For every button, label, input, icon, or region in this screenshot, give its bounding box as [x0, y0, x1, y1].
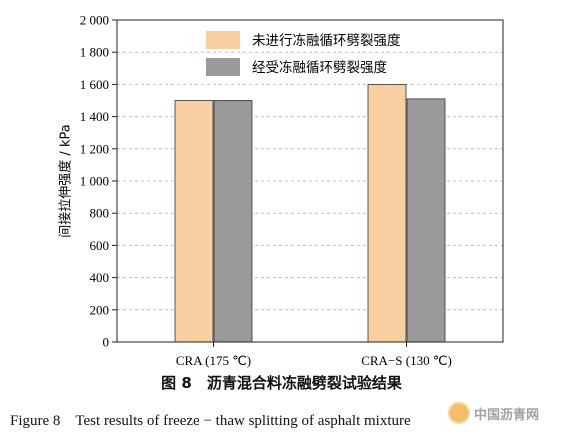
bar: [367, 84, 407, 343]
watermark-logo-icon: [448, 402, 470, 424]
y-tick-label: 2 000: [80, 13, 109, 28]
watermark: 中国沥青网: [448, 401, 560, 425]
y-tick-label: 0: [103, 335, 110, 350]
watermark-text: 中国沥青网: [474, 407, 540, 423]
legend-swatch: [206, 58, 240, 76]
x-tick-label: CRA (175 ℃): [176, 353, 251, 368]
y-tick-label: 600: [90, 238, 110, 253]
y-axis-ticks: 0 200 400 600 800 1 000 1 200 1 400 1 600 1 800 2 …: [80, 13, 117, 350]
y-tick-label: 1 200: [80, 141, 109, 156]
x-tick-label: CRA−S (130 ℃): [361, 353, 452, 368]
figure-caption-chinese: 图 8 沥青混合料冻融劈裂试验结果: [161, 374, 402, 392]
x-axis-ticks: CRA (175 ℃) CRA−S (130 ℃): [176, 342, 452, 368]
bar: [406, 98, 446, 343]
grid-lines: [117, 51, 503, 311]
legend-label: 经受冻融循环劈裂强度: [252, 59, 387, 76]
y-tick-label: 1 600: [80, 77, 109, 92]
legend-swatch: [206, 31, 240, 49]
y-tick-label: 1 800: [80, 45, 109, 60]
bar: [174, 100, 214, 343]
legend-label: 未进行冻融循环劈裂强度: [252, 32, 401, 49]
y-tick-label: 800: [90, 206, 110, 221]
y-tick-label: 400: [90, 270, 110, 285]
bar: [213, 100, 253, 343]
figure-caption-english: Figure 8 Test results of freeze − thaw s…: [10, 413, 411, 429]
y-tick-label: 1 000: [80, 174, 109, 189]
y-tick-label: 200: [90, 302, 110, 317]
bars: [174, 84, 446, 343]
y-axis-label: 间接拉伸强度 / kPa: [58, 124, 74, 237]
y-tick-label: 1 400: [80, 109, 109, 124]
bar-chart: 0 200 400 600 800 1 000 1 200 1 400 1 600 1 800 2 …: [58, 13, 504, 368]
